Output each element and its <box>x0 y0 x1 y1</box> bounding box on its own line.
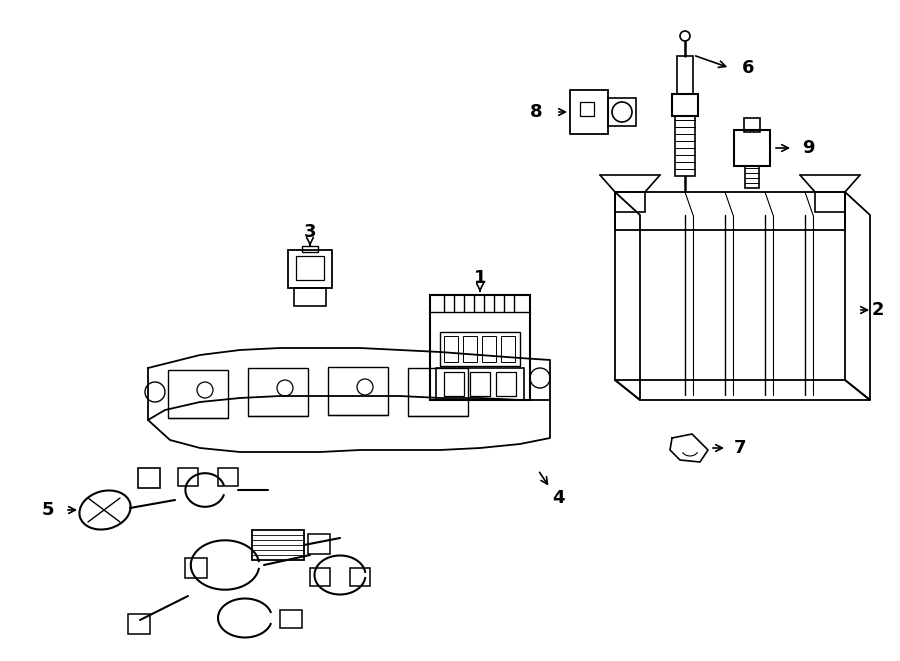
Bar <box>496 372 516 396</box>
Bar <box>745 166 759 188</box>
Bar <box>615 192 645 212</box>
Text: 3: 3 <box>304 223 316 241</box>
Bar <box>444 336 458 362</box>
Bar <box>608 98 636 126</box>
Circle shape <box>680 31 690 41</box>
Text: 4: 4 <box>552 489 564 507</box>
Bar <box>580 102 594 116</box>
Text: 7: 7 <box>734 439 746 457</box>
Text: 2: 2 <box>872 301 884 319</box>
Bar <box>430 295 530 400</box>
Bar <box>185 558 207 578</box>
Bar <box>252 530 304 560</box>
Bar <box>470 372 490 396</box>
Bar <box>672 94 698 116</box>
Bar <box>675 116 695 176</box>
Bar <box>436 368 524 400</box>
Bar <box>482 336 496 362</box>
Bar <box>178 468 198 486</box>
Bar <box>440 332 520 366</box>
Bar <box>302 246 318 252</box>
Text: 9: 9 <box>802 139 814 157</box>
Bar <box>168 370 228 418</box>
Bar <box>296 256 324 280</box>
Bar <box>408 368 468 416</box>
Bar <box>288 250 332 288</box>
Text: 6: 6 <box>742 59 754 77</box>
Bar <box>294 288 326 306</box>
Bar <box>280 610 302 628</box>
Bar <box>463 336 477 362</box>
Bar <box>248 368 308 416</box>
Bar <box>308 534 330 554</box>
Bar <box>350 568 370 586</box>
Bar <box>734 130 770 166</box>
Bar <box>128 614 150 634</box>
Bar <box>328 367 388 415</box>
Bar <box>218 468 238 486</box>
Bar <box>501 336 515 362</box>
Text: 8: 8 <box>530 103 543 121</box>
Bar <box>444 372 464 396</box>
Bar <box>744 118 760 132</box>
Text: 5: 5 <box>41 501 54 519</box>
Bar <box>138 468 160 488</box>
Bar <box>570 90 608 134</box>
Bar <box>815 192 845 212</box>
Bar <box>677 56 693 94</box>
Bar <box>310 568 330 586</box>
Text: 1: 1 <box>473 269 486 287</box>
